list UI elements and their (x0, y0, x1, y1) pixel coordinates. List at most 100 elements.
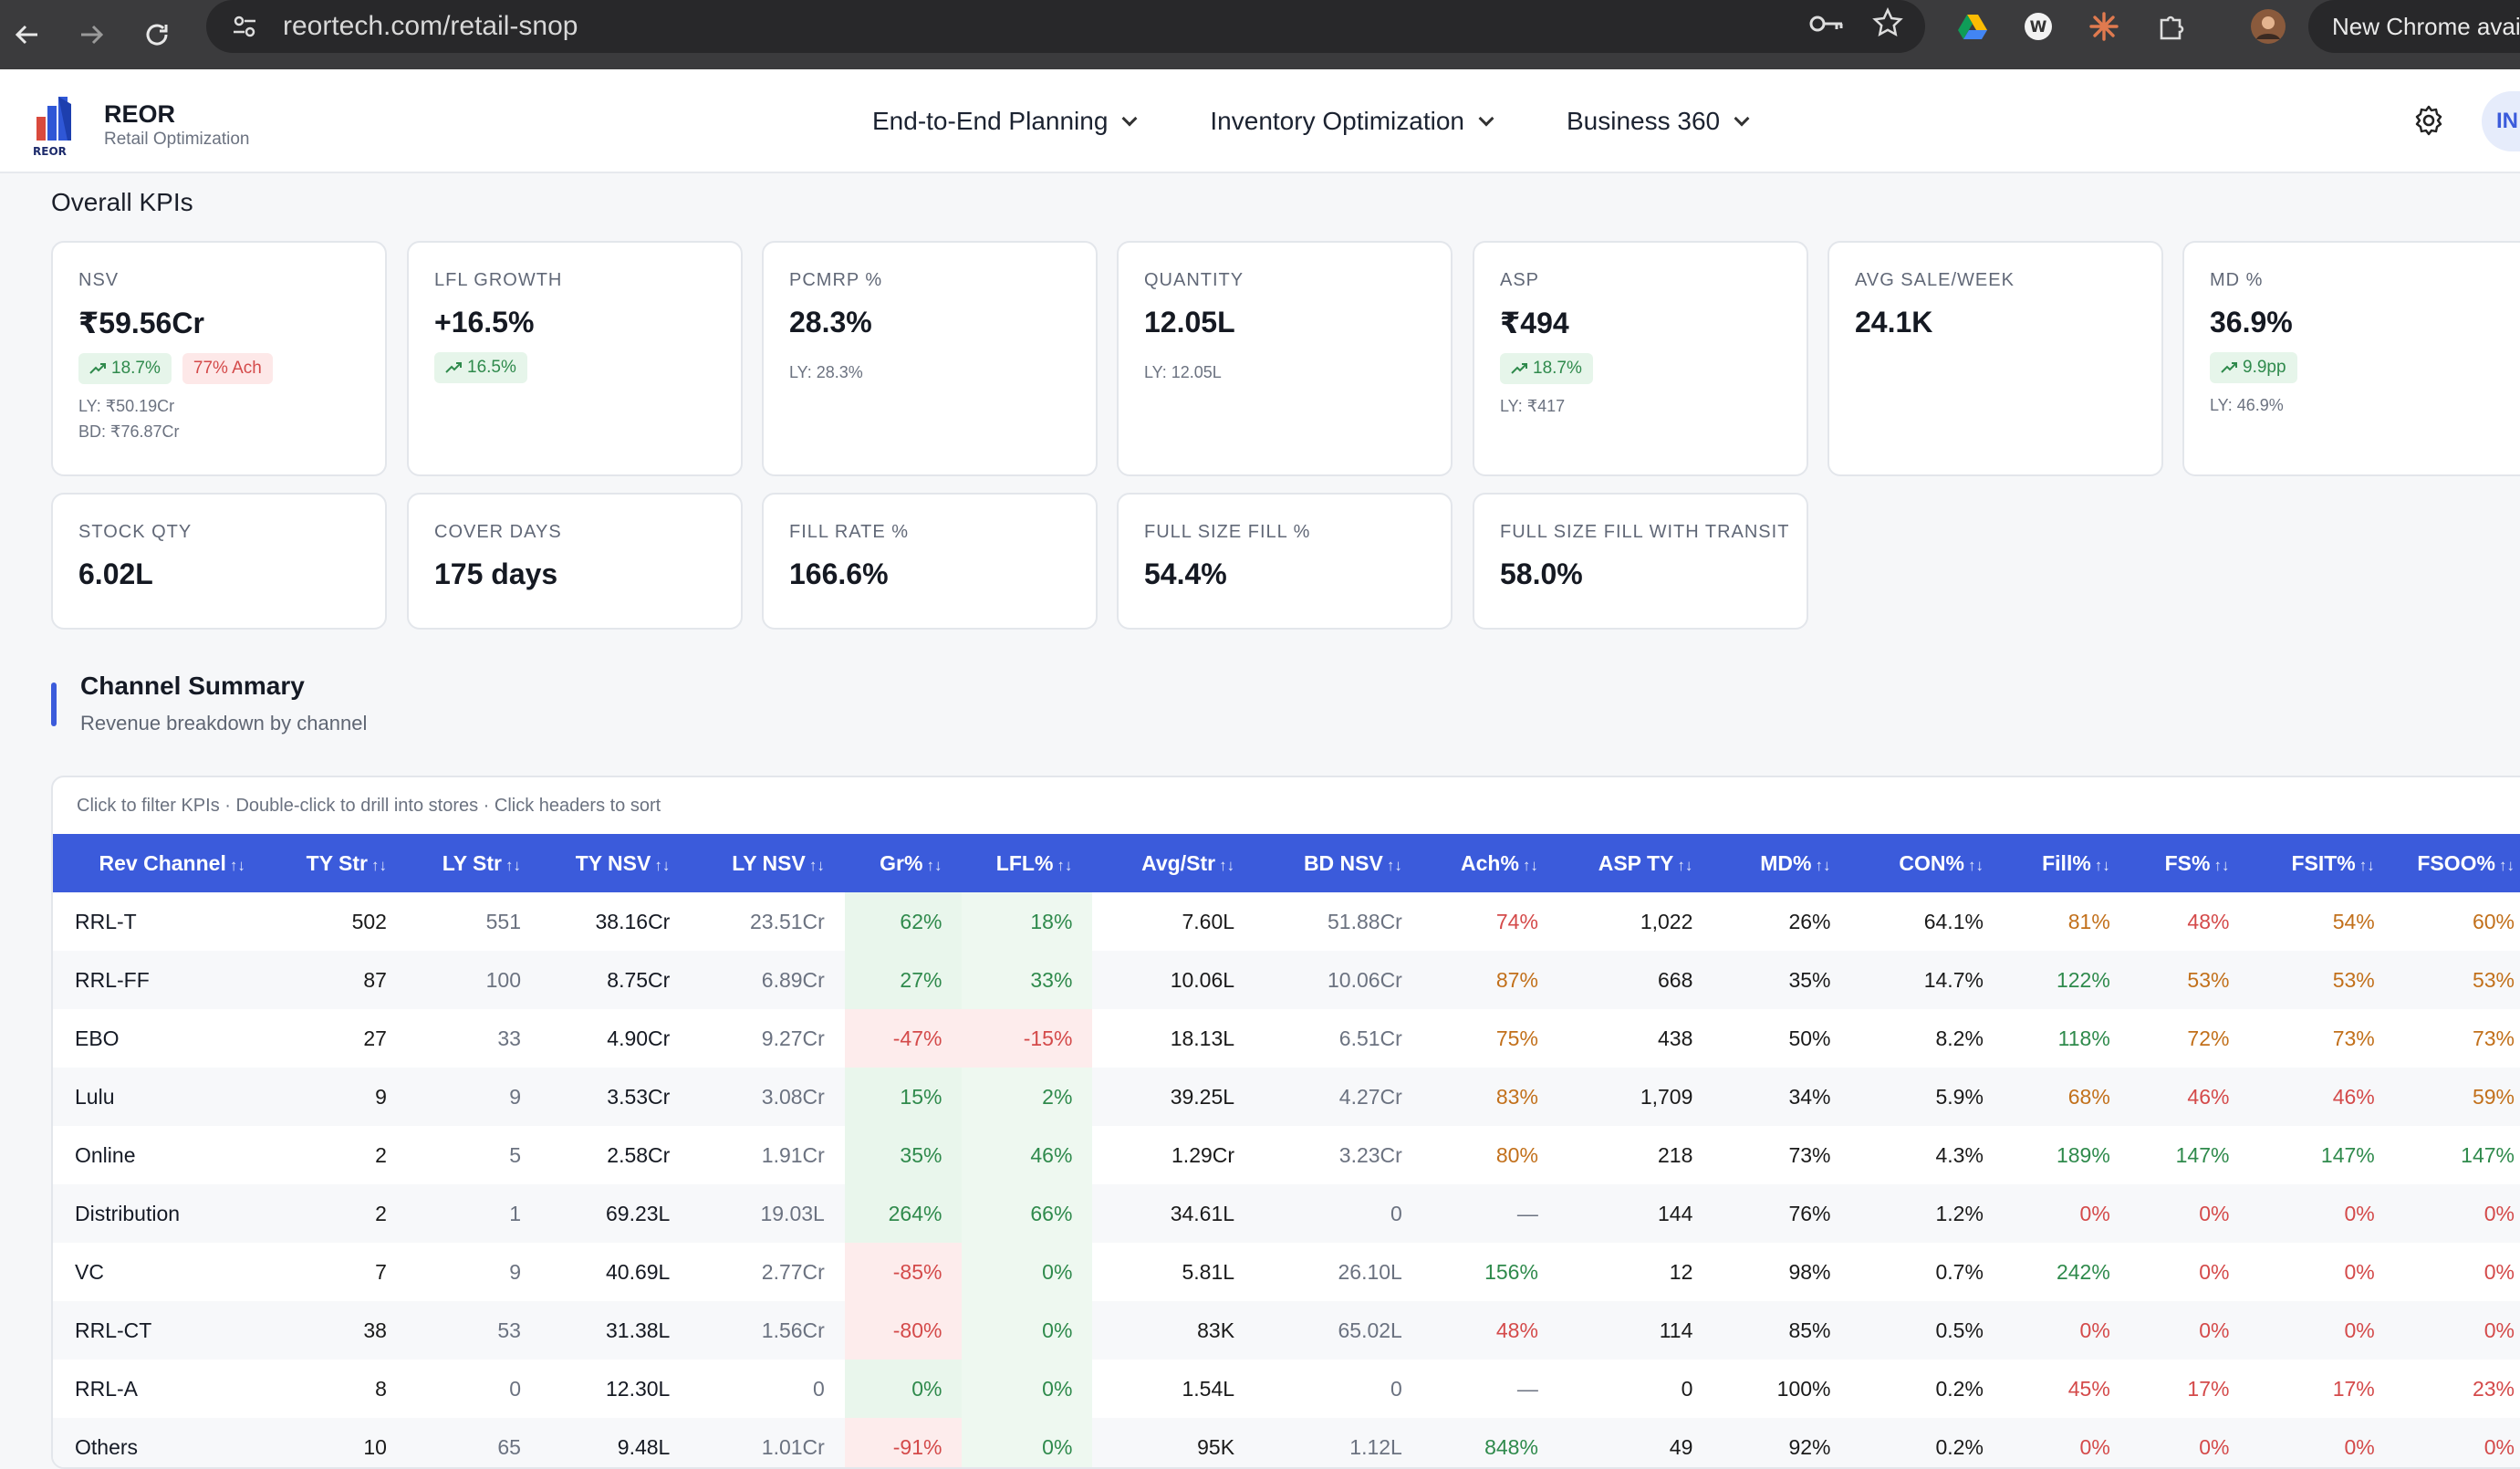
w-extension-icon[interactable]: W (2015, 0, 2062, 53)
site-settings-icon[interactable] (217, 0, 272, 53)
forward-icon[interactable] (64, 0, 119, 69)
chevron-down-icon (1478, 110, 1494, 127)
column-header-md[interactable]: MD% ↑↓ (1713, 834, 1851, 892)
column-header-fsoo[interactable]: FSOO% ↑↓ (2394, 834, 2520, 892)
cell-md: 73% (1788, 1142, 1831, 1167)
nav-end-to-end-planning[interactable]: End-to-End Planning (872, 107, 1138, 136)
cell-ly-str: 0 (509, 1376, 521, 1401)
cell-asp-ty: 668 (1557, 951, 1713, 1009)
column-header-bd-nsv[interactable]: BD NSV ↑↓ (1255, 834, 1422, 892)
cell-avg-str: 1.29Cr (1171, 1142, 1235, 1167)
kpi-card-asp[interactable]: ASP ₹494 18.7% LY: ₹417 (1473, 241, 1808, 476)
column-header-fs[interactable]: FS% ↑↓ (2130, 834, 2250, 892)
nav-inventory-optimization[interactable]: Inventory Optimization (1210, 107, 1494, 136)
table-row[interactable]: RRL-A 8 0 12.30L 0 0% 0% 1.54L 0 — 0 100% 0.2% 45% 17%… (53, 1360, 2520, 1418)
achievement-badge: 77% Ach (182, 353, 273, 384)
kpi-sub-ly: LY: 12.05L (1144, 363, 1222, 381)
cell-channel: Online (75, 1142, 136, 1167)
drive-extension-icon[interactable] (1949, 0, 1996, 53)
key-icon[interactable] (1808, 9, 1845, 45)
column-header-ty-str[interactable]: TY Str ↑↓ (291, 834, 407, 892)
kpi-card-cover-days[interactable]: COVER DAYS 175 days (407, 493, 743, 630)
kpi-value: 166.6% (789, 557, 889, 590)
user-avatar[interactable]: IN (2482, 91, 2520, 151)
kpi-card-pcmrp[interactable]: PCMRP % 28.3% LY: 28.3% (762, 241, 1098, 476)
gear-icon[interactable] (2411, 102, 2447, 139)
growth-badge: 9.9pp (2210, 352, 2297, 383)
cell-ach: — (1516, 1376, 1538, 1401)
cell-gr: -47% (844, 1009, 963, 1068)
cell-ty-str: 7 (375, 1259, 387, 1284)
table-row[interactable]: RRL-FF 87 100 8.75Cr 6.89Cr 27% 33% 10.06L 10.06… (53, 951, 2520, 1009)
app-header: REOR REOR Retail Optimization End-to-End… (0, 69, 2520, 173)
cell-md: 50% (1788, 1026, 1831, 1050)
cell-fsoo: 23% (2472, 1376, 2515, 1401)
kpi-card-avg-sale-week[interactable]: AVG SALE/WEEK 24.1K (1828, 241, 2163, 476)
address-bar[interactable]: reortech.com/retail-snop (206, 0, 1925, 53)
column-header-ly-nsv[interactable]: LY NSV ↑↓ (690, 834, 845, 892)
cell-asp-ty: 1,022 (1640, 909, 1693, 933)
table-row[interactable]: Online 2 5 2.58Cr 1.91Cr 35% 46% 1.29Cr 3.23Cr 80… (53, 1126, 2520, 1184)
column-header-label: LY NSV (732, 850, 806, 875)
cell-fs: 46% (2130, 1068, 2250, 1126)
column-header-ach[interactable]: Ach% ↑↓ (1421, 834, 1558, 892)
column-header-fsit[interactable]: FSIT% ↑↓ (2249, 834, 2395, 892)
url-text[interactable]: reortech.com/retail-snop (283, 11, 578, 41)
kpi-sub-ly: LY: 46.9% (2210, 396, 2284, 414)
sort-icon: ↑↓ (1967, 856, 1984, 874)
table-row[interactable]: RRL-T 502 551 38.16Cr 23.51Cr 62% 18% 7.60L 51.8… (53, 892, 2520, 951)
column-header-gr[interactable]: Gr% ↑↓ (844, 834, 963, 892)
kpi-card-full-size-fill[interactable]: FULL SIZE FILL % 54.4% (1117, 493, 1453, 630)
column-header-asp-ty[interactable]: ASP TY ↑↓ (1557, 834, 1713, 892)
section-accent-bar (51, 682, 57, 726)
growth-badge: 16.5% (434, 352, 527, 383)
column-header-lfl[interactable]: LFL% ↑↓ (962, 834, 1093, 892)
table-row[interactable]: EBO 27 33 4.90Cr 9.27Cr -47% -15% 18.13L 6.51Cr 7… (53, 1009, 2520, 1068)
spark-extension-icon[interactable] (2080, 0, 2128, 53)
cell-ly-nsv: 1.91Cr (761, 1142, 825, 1167)
column-header-label: FS% (2164, 850, 2211, 875)
table-row[interactable]: Lulu 9 9 3.53Cr 3.08Cr 15% 2% 39.25L 4.27Cr 83% 1,… (53, 1068, 2520, 1126)
nav-business-360[interactable]: Business 360 (1567, 107, 1750, 136)
table-row[interactable]: RRL-CT 38 53 31.38L 1.56Cr -80% 0% 83K 65.02L 48%… (53, 1301, 2520, 1360)
kpi-card-nsv[interactable]: NSV ₹59.56Cr 18.7% 77% Ach LY: ₹50.19Cr … (51, 241, 387, 476)
cell-con: 8.2% (1935, 1026, 1984, 1050)
kpi-value: 12.05L (1144, 306, 1235, 339)
brand-name: REOR (104, 100, 176, 128)
reor-logo[interactable]: REOR (26, 89, 93, 161)
table-row[interactable]: Distribution 2 1 69.23L 19.03L 264% 66% 34.61L 0… (53, 1184, 2520, 1243)
table-row[interactable]: VC 7 9 40.69L 2.77Cr -85% 0% 5.81L 26.10L 156% 12 9… (53, 1243, 2520, 1301)
back-icon[interactable] (0, 0, 55, 69)
profile-avatar-icon[interactable] (2244, 0, 2292, 53)
chrome-update-notice[interactable]: New Chrome availa (2308, 0, 2520, 53)
table-row[interactable]: Others 10 65 9.48L 1.01Cr -91% 0% 95K 1.12L 848% 4… (53, 1418, 2520, 1467)
cell-md: 26% (1788, 909, 1831, 933)
cell-ly-nsv: 9.27Cr (761, 1026, 825, 1050)
kpi-card-fill-rate[interactable]: FILL RATE % 166.6% (762, 493, 1098, 630)
column-header-ty-nsv[interactable]: TY NSV ↑↓ (540, 834, 691, 892)
column-header-rev-channel[interactable]: Rev Channel ↑↓ (53, 834, 292, 892)
kpi-card-lfl-growth[interactable]: LFL GROWTH +16.5% 16.5% (407, 241, 743, 476)
cell-fs: 48% (2187, 909, 2230, 933)
kpi-card-full-size-fill-transit[interactable]: FULL SIZE FILL WITH TRANSIT 58.0% (1473, 493, 1808, 630)
cell-ty-str: 9 (291, 1068, 407, 1126)
kpi-sub-ly: LY: ₹417 (1500, 397, 1566, 415)
kpi-value: ₹494 (1500, 307, 1569, 339)
bookmark-star-icon[interactable] (1872, 6, 1903, 47)
cell-fill: 0% (2003, 1184, 2130, 1243)
column-header-ly-str[interactable]: LY Str ↑↓ (406, 834, 541, 892)
cell-ty-str: 27 (363, 1026, 387, 1050)
column-header-con[interactable]: CON% ↑↓ (1850, 834, 2004, 892)
cell-asp-ty: 438 (1658, 1026, 1693, 1050)
column-header-label: BD NSV (1303, 850, 1383, 875)
kpi-card-stock-qty[interactable]: STOCK QTY 6.02L (51, 493, 387, 630)
cell-avg-str: 5.81L (1182, 1259, 1235, 1284)
kpi-value: 54.4% (1144, 557, 1227, 590)
extensions-puzzle-icon[interactable] (2148, 0, 2195, 53)
column-header-fill[interactable]: Fill% ↑↓ (2003, 834, 2130, 892)
column-header-avg-str[interactable]: Avg/Str ↑↓ (1092, 834, 1255, 892)
kpi-card-quantity[interactable]: QUANTITY 12.05L LY: 12.05L (1117, 241, 1453, 476)
cell-fsit: 46% (2249, 1068, 2395, 1126)
reload-icon[interactable] (130, 0, 184, 69)
kpi-card-md[interactable]: MD % 36.9% 9.9pp LY: 46.9% (2182, 241, 2520, 476)
